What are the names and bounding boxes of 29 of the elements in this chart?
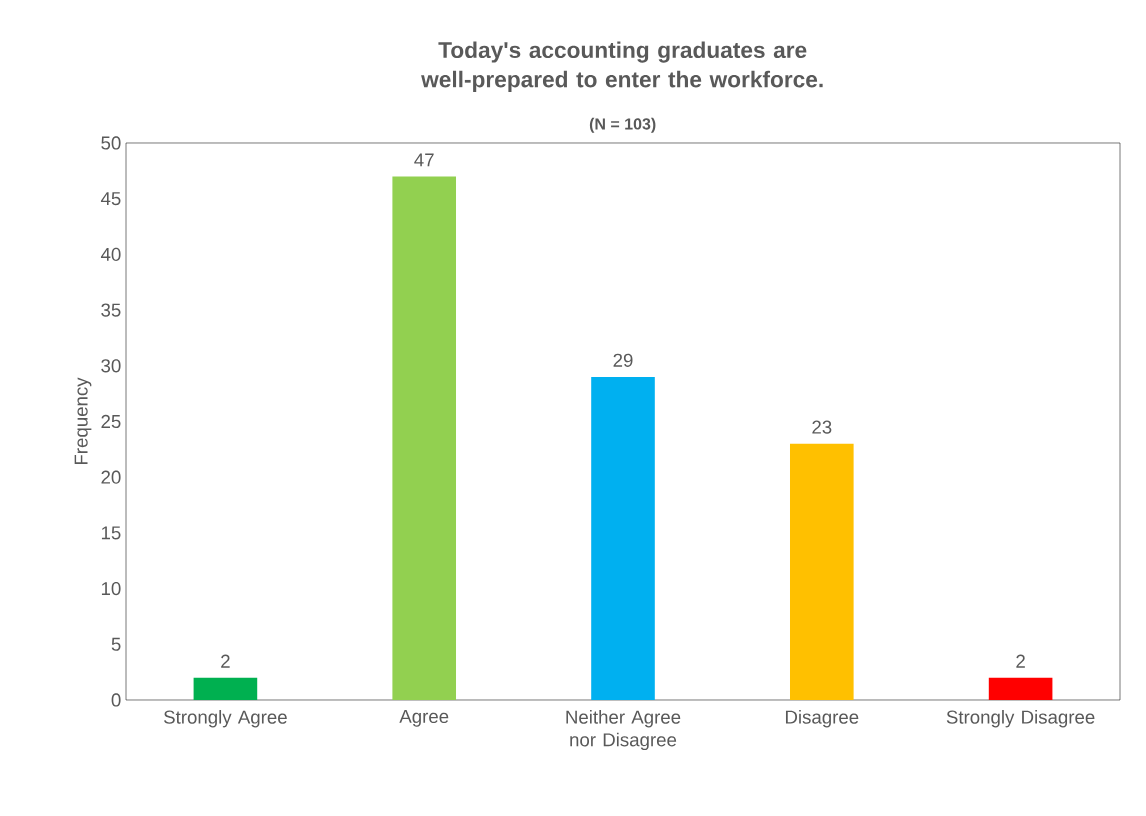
y-tick-label: 45	[100, 192, 121, 206]
y-tick-label: 10	[101, 581, 121, 596]
x-tick-label: Disagree	[785, 710, 859, 728]
data-label: 2	[1016, 654, 1025, 668]
data-label: 2	[221, 654, 230, 668]
x-tick-label: Strongly Disagree	[946, 710, 1095, 728]
y-tick-label: 5	[111, 637, 121, 651]
bar	[988, 677, 1053, 700]
chart-title: Today's accounting graduates are well-prepared to enter the workforce.	[421, 41, 823, 92]
y-tick-label: 30	[101, 359, 121, 373]
data-label: 23	[812, 420, 832, 434]
y-tick-label: 40	[100, 247, 121, 261]
chart-subtitle: (N = 103)	[589, 117, 656, 133]
bar	[193, 677, 258, 700]
x-tick-label: Strongly Agree	[164, 710, 287, 728]
y-axis-title: Frequency	[74, 377, 92, 465]
y-tick-label: 20	[101, 470, 121, 484]
bar	[789, 443, 854, 700]
y-tick-label: 35	[101, 303, 121, 317]
x-tick-label: Agree	[399, 710, 449, 727]
y-tick-label: 0	[111, 693, 121, 707]
bar	[591, 376, 655, 700]
y-tick-label: 25	[101, 414, 121, 429]
y-tick-label: 50	[101, 136, 121, 150]
bar	[392, 176, 457, 700]
y-tick-label: 15	[101, 526, 121, 540]
x-tick-label: Neither Agree nor Disagree	[566, 710, 681, 751]
data-label: 47	[414, 153, 434, 167]
data-label: 29	[613, 353, 633, 367]
